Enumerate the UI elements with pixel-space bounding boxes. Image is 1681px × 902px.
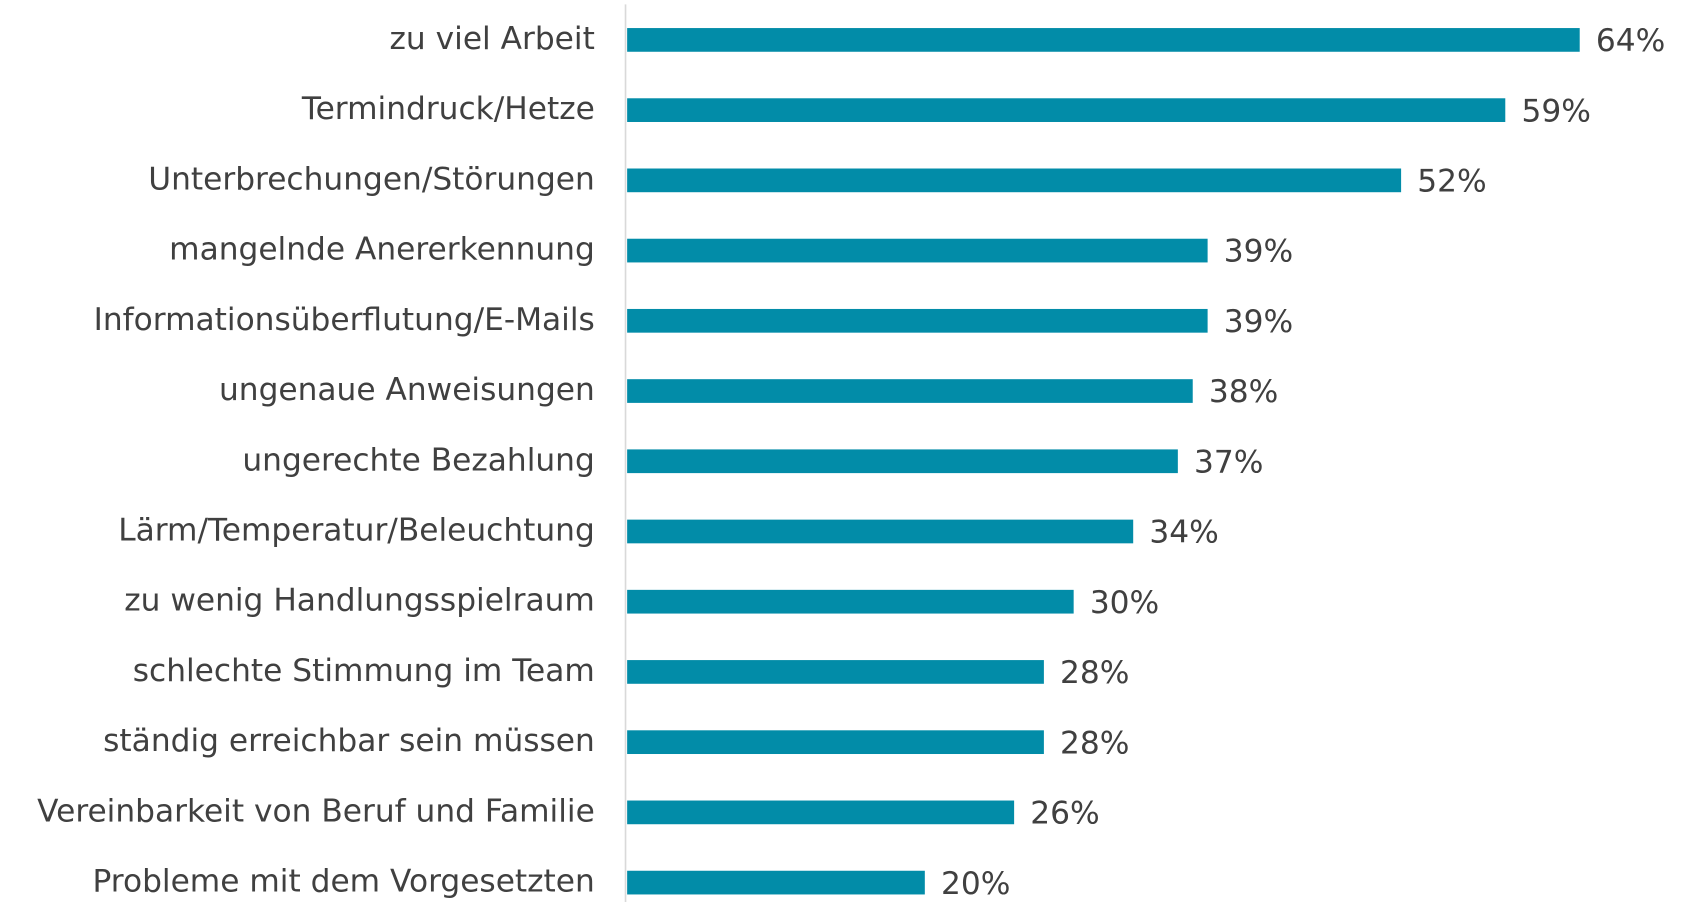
bar <box>627 379 1193 403</box>
bar <box>627 589 1074 614</box>
data-label: 39% <box>1224 304 1293 340</box>
data-label: 64% <box>1596 23 1665 59</box>
bar <box>627 308 1208 333</box>
data-label: 30% <box>1090 585 1159 621</box>
data-label: 28% <box>1060 655 1129 691</box>
category-label: Lärm/Temperatur/Beleuchtung <box>118 512 595 548</box>
bar <box>627 870 925 895</box>
category-label: schlechte Stimmung im Team <box>133 653 595 689</box>
data-label: 34% <box>1149 515 1218 551</box>
data-label: 37% <box>1194 444 1263 480</box>
bar <box>627 449 1178 474</box>
data-label: 59% <box>1521 93 1590 129</box>
category-label: zu wenig Handlungsspielraum <box>124 583 595 619</box>
category-label: Termindruck/Hetze <box>301 91 595 127</box>
category-label: mangelnde Anererkennung <box>169 232 595 268</box>
category-label: zu viel Arbeit <box>390 21 595 57</box>
bar <box>627 660 1044 684</box>
category-label: ständig erreichbar sein müssen <box>103 723 595 759</box>
category-label: ungerechte Bezahlung <box>242 442 594 478</box>
data-label: 28% <box>1060 725 1129 761</box>
bar <box>627 800 1015 825</box>
bar <box>627 730 1044 755</box>
category-label: Probleme mit dem Vorgesetzten <box>93 864 595 900</box>
category-label: ungenaue Anweisungen <box>219 372 595 408</box>
data-label: 26% <box>1030 796 1099 832</box>
data-label: 52% <box>1417 164 1486 200</box>
category-label: Vereinbarkeit von Beruf und Familie <box>37 793 595 829</box>
category-label: Unterbrechungen/Störungen <box>148 161 595 197</box>
data-label: 20% <box>941 866 1010 902</box>
bar <box>627 28 1580 52</box>
bar <box>627 519 1134 544</box>
data-label: 38% <box>1209 374 1278 410</box>
data-label: 39% <box>1224 234 1293 270</box>
category-label: Informationsüberflutung/E-Mails <box>94 302 595 338</box>
bar <box>627 238 1208 263</box>
bar <box>627 98 1506 122</box>
bar <box>627 168 1402 193</box>
